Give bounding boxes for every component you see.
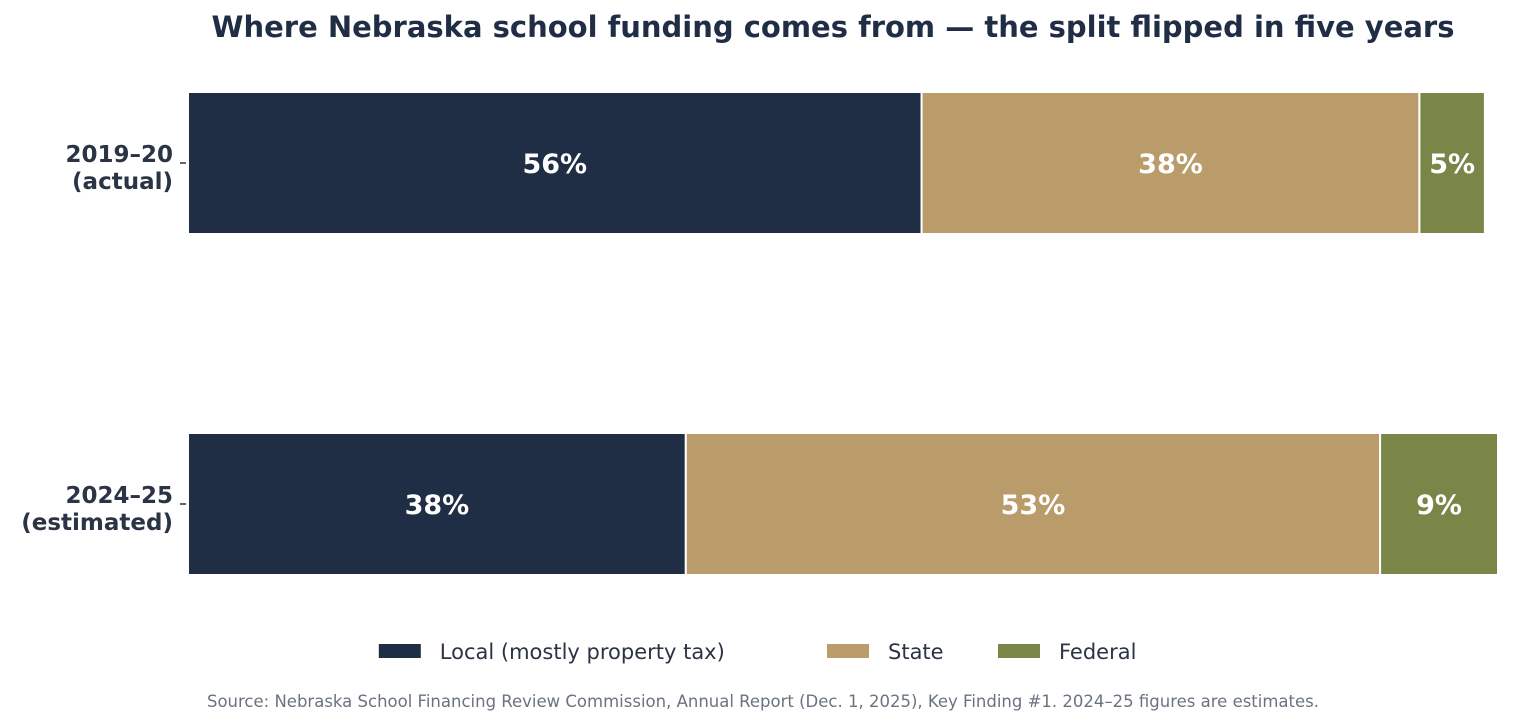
source-note: Source: Nebraska School Financing Review… xyxy=(207,692,1319,711)
data-label-2-2: 53% xyxy=(1001,490,1066,521)
legend-label-2: State xyxy=(888,640,944,664)
category-label-1-line-1: 2019–20 xyxy=(65,142,173,168)
legend-swatch-1 xyxy=(378,644,421,658)
bar-segment-2-3 xyxy=(1379,432,1499,576)
bar-segment-1-3 xyxy=(1418,91,1486,235)
legend-swatch-2 xyxy=(827,644,869,658)
bar-segment-1-2 xyxy=(920,91,1421,235)
data-label-1-2: 38% xyxy=(1138,149,1203,180)
bar-segment-1-1 xyxy=(187,91,923,235)
legend: Local (mostly property tax) State Federal xyxy=(378,640,1136,664)
data-label-2-1: 38% xyxy=(405,490,470,521)
bars-layer: 56% 38% 5% 38% 53% 9% xyxy=(187,91,1499,576)
category-labels: 2019–20(actual) 2024–25(estimated) xyxy=(21,142,186,536)
bar-segment-2-2 xyxy=(684,432,1382,576)
legend-label-1: Local (mostly property tax) xyxy=(440,640,725,664)
data-label-1-1: 56% xyxy=(522,149,587,180)
legend-swatch-3 xyxy=(998,644,1040,658)
category-label-2-line-2: (estimated) xyxy=(21,510,173,536)
data-label-1-3: 5% xyxy=(1429,149,1475,180)
bar-segment-2-1 xyxy=(187,432,687,576)
data-label-2-3: 9% xyxy=(1416,490,1462,521)
category-label-1-line-2: (actual) xyxy=(72,169,173,195)
chart-title: Where Nebraska school funding comes from… xyxy=(211,10,1454,44)
legend-label-3: Federal xyxy=(1059,640,1136,664)
category-label-2-line-1: 2024–25 xyxy=(65,483,173,509)
